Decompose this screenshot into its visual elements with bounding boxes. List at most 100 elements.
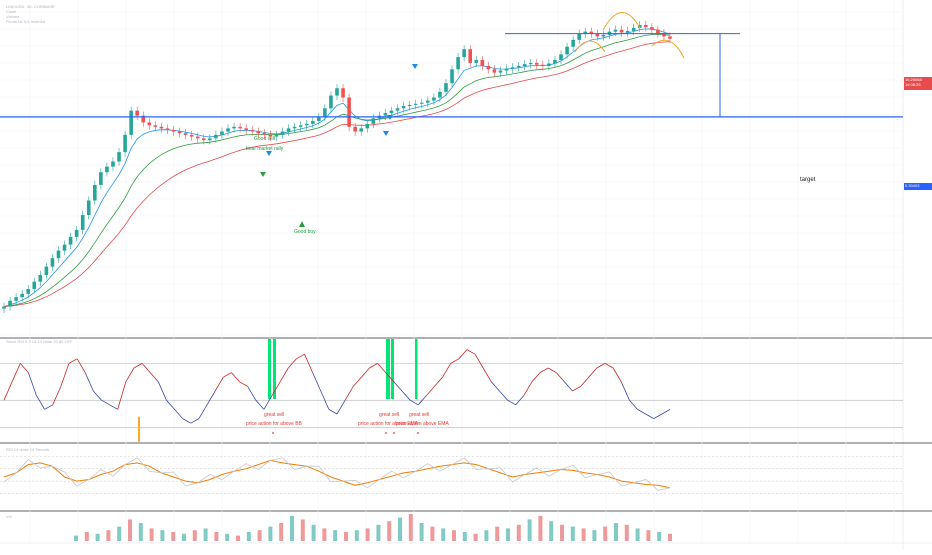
stoch-line-segment <box>645 413 654 419</box>
volume-bar <box>506 528 510 541</box>
candle-body <box>165 128 170 130</box>
volume-bar <box>473 533 478 541</box>
candle-body <box>8 300 12 307</box>
candle-body <box>535 62 539 65</box>
candle-body <box>123 134 127 153</box>
candle-body <box>153 125 158 127</box>
level-price-tag: 5.30403 <box>904 183 932 190</box>
volume-bar <box>624 524 629 541</box>
stoch-line-segment <box>231 372 240 383</box>
candle-body <box>371 118 376 124</box>
volume-bar <box>344 532 348 541</box>
stoch-line-segment <box>564 381 573 392</box>
stoch-line-segment <box>255 399 265 410</box>
candle-body <box>577 33 581 40</box>
annotation-bear-market-rally: bear market rally <box>246 146 284 152</box>
ema-slow-line <box>3 41 671 307</box>
volume-bar <box>192 530 197 541</box>
candle-body <box>329 95 333 109</box>
volume-bar <box>516 524 521 541</box>
volume-label[interactable]: Vol <box>6 514 12 519</box>
stoch-line-segment <box>458 349 468 360</box>
volume-bar <box>246 532 251 541</box>
candle-body <box>631 27 636 31</box>
stoch-rsi-label[interactable]: Stoch RSI 3 3 14 14 close 20 80 OFF <box>6 339 73 344</box>
candle-body <box>298 125 303 127</box>
candle-body <box>419 102 424 104</box>
volume-pane <box>74 514 672 541</box>
stoch-line-segment <box>182 418 192 424</box>
candle-body <box>359 128 364 132</box>
stoch-line-segment <box>555 372 565 383</box>
stoch-signal-dot <box>385 432 387 434</box>
candle-body <box>365 123 370 129</box>
stoch-line-segment <box>312 372 322 392</box>
stoch-line-segment <box>547 367 557 373</box>
annotation-price-action-3: price action above EMA <box>396 421 449 427</box>
candle-body <box>583 31 588 34</box>
candle-body <box>171 129 176 132</box>
candle-body <box>662 33 666 37</box>
candle-body <box>86 200 91 215</box>
annotation-price-action-1: price action for above BB <box>246 421 302 427</box>
stoch-line-segment <box>287 358 297 369</box>
candle-body <box>438 91 442 98</box>
candle-body <box>619 29 624 33</box>
volume-bar <box>128 519 132 541</box>
stoch-line-segment <box>385 372 395 383</box>
stoch-line-segment <box>11 363 21 382</box>
candle-body <box>310 121 315 124</box>
stoch-line-segment <box>19 363 29 373</box>
last-price-tag: 16.26068 1d 08:25 <box>904 77 932 90</box>
stoch-signal-dot <box>393 432 395 434</box>
symbol-title[interactable]: LINK/USD, 3D, COINBASE <box>6 4 55 9</box>
volume-bar <box>171 532 176 541</box>
sell-marker <box>387 115 393 120</box>
candle-body <box>395 108 400 111</box>
candle-body <box>625 30 630 33</box>
stoch-line-segment <box>27 372 37 396</box>
stoch-line-segment <box>101 399 110 406</box>
rsi-label[interactable]: RSI 14 close 14 Smooth <box>6 447 50 452</box>
candle-body <box>117 152 121 162</box>
candle-body <box>413 103 418 105</box>
volume-bar <box>646 530 651 541</box>
candle-body <box>559 54 563 60</box>
stoch-line-segment <box>661 409 671 415</box>
stoch-line-segment <box>539 367 549 373</box>
buy-marker <box>299 221 305 227</box>
stoch-line-segment <box>588 367 598 378</box>
candle-body <box>492 69 497 73</box>
candle-body <box>292 126 297 129</box>
candle-body <box>244 128 248 130</box>
stoch-line-segment <box>166 399 175 410</box>
candle-body <box>383 113 388 116</box>
volume-bar <box>290 515 294 541</box>
stoch-line-segment <box>523 381 533 396</box>
volume-bar <box>257 530 262 541</box>
rsi-pane <box>0 456 903 494</box>
volume-bar <box>408 514 413 541</box>
candle-body <box>601 34 606 37</box>
stoch-rsi-pane <box>0 339 903 442</box>
stoch-line-segment <box>499 390 508 401</box>
candle-body <box>504 68 509 71</box>
candle-body <box>474 59 479 63</box>
volume-bar <box>560 524 564 541</box>
candle-body <box>50 258 55 267</box>
volume-bar <box>117 526 122 541</box>
stoch-line-segment <box>409 399 419 406</box>
candle-body <box>2 306 6 309</box>
candle-body <box>450 69 454 84</box>
candle-body <box>80 214 85 230</box>
candle-body <box>99 172 103 185</box>
volume-bar <box>452 530 456 541</box>
candle-body <box>214 134 218 139</box>
ema-fast-line <box>3 28 671 307</box>
stoch-line-segment <box>426 386 435 396</box>
stoch-line-segment <box>361 367 370 378</box>
volume-bar <box>84 532 89 541</box>
head-arc <box>602 12 641 31</box>
annotation-great-sell-2: great sell <box>379 412 400 418</box>
